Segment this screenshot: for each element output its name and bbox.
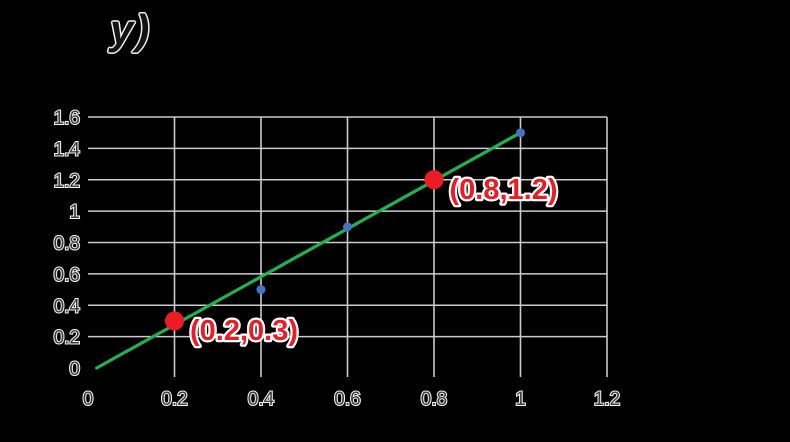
y-tick-label: 1.2 [54,171,80,192]
point-annotation: (0.2,0.3) [190,315,298,347]
x-tick-label: 1.2 [594,389,620,410]
highlighted-points: (0.2,0.3) (0.8,1.2) [165,170,560,349]
highlighted-points-marker [424,170,444,190]
x-tick-label: 0.6 [334,389,360,410]
y-tick-label: 0 [69,359,80,380]
observed-points [256,128,525,295]
y-tick-label: 0.4 [54,296,81,317]
y-tick-label: 0.6 [54,265,80,286]
observed-points-marker [516,128,525,138]
y-tick-label: 1.4 [54,139,81,160]
chart-title-fragment: y) [110,6,152,53]
point-annotation: (0.8,1.2) [450,174,558,206]
y-tick-label: 0.8 [54,234,80,255]
y-tick-label: 1 [69,202,80,223]
x-tick-label: 0.4 [248,389,275,410]
x-tick-label: 0 [83,389,94,410]
observed-points-marker [343,222,352,232]
observed-points-marker [256,285,266,295]
x-tick-label: 1 [515,389,526,410]
trendline [95,131,523,370]
x-axis-tick-labels: 0 0.2 0.4 0.6 0.8 1 1.2 [82,388,622,411]
y-tick-label: 1.6 [54,108,80,129]
x-tick-label: 0.8 [421,389,447,410]
gridlines [88,116,608,377]
x-tick-label: 0.2 [161,389,187,410]
y-axis-tick-labels: 0 0.2 0.4 0.6 0.8 1 1.2 1.4 1.6 [53,107,82,381]
y-tick-label: 0.2 [54,328,80,349]
highlighted-points-marker [165,311,184,331]
